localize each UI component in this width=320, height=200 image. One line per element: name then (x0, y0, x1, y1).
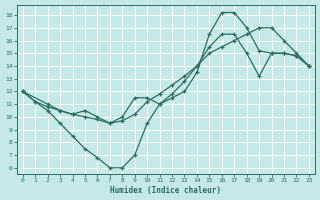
X-axis label: Humidex (Indice chaleur): Humidex (Indice chaleur) (110, 186, 221, 195)
